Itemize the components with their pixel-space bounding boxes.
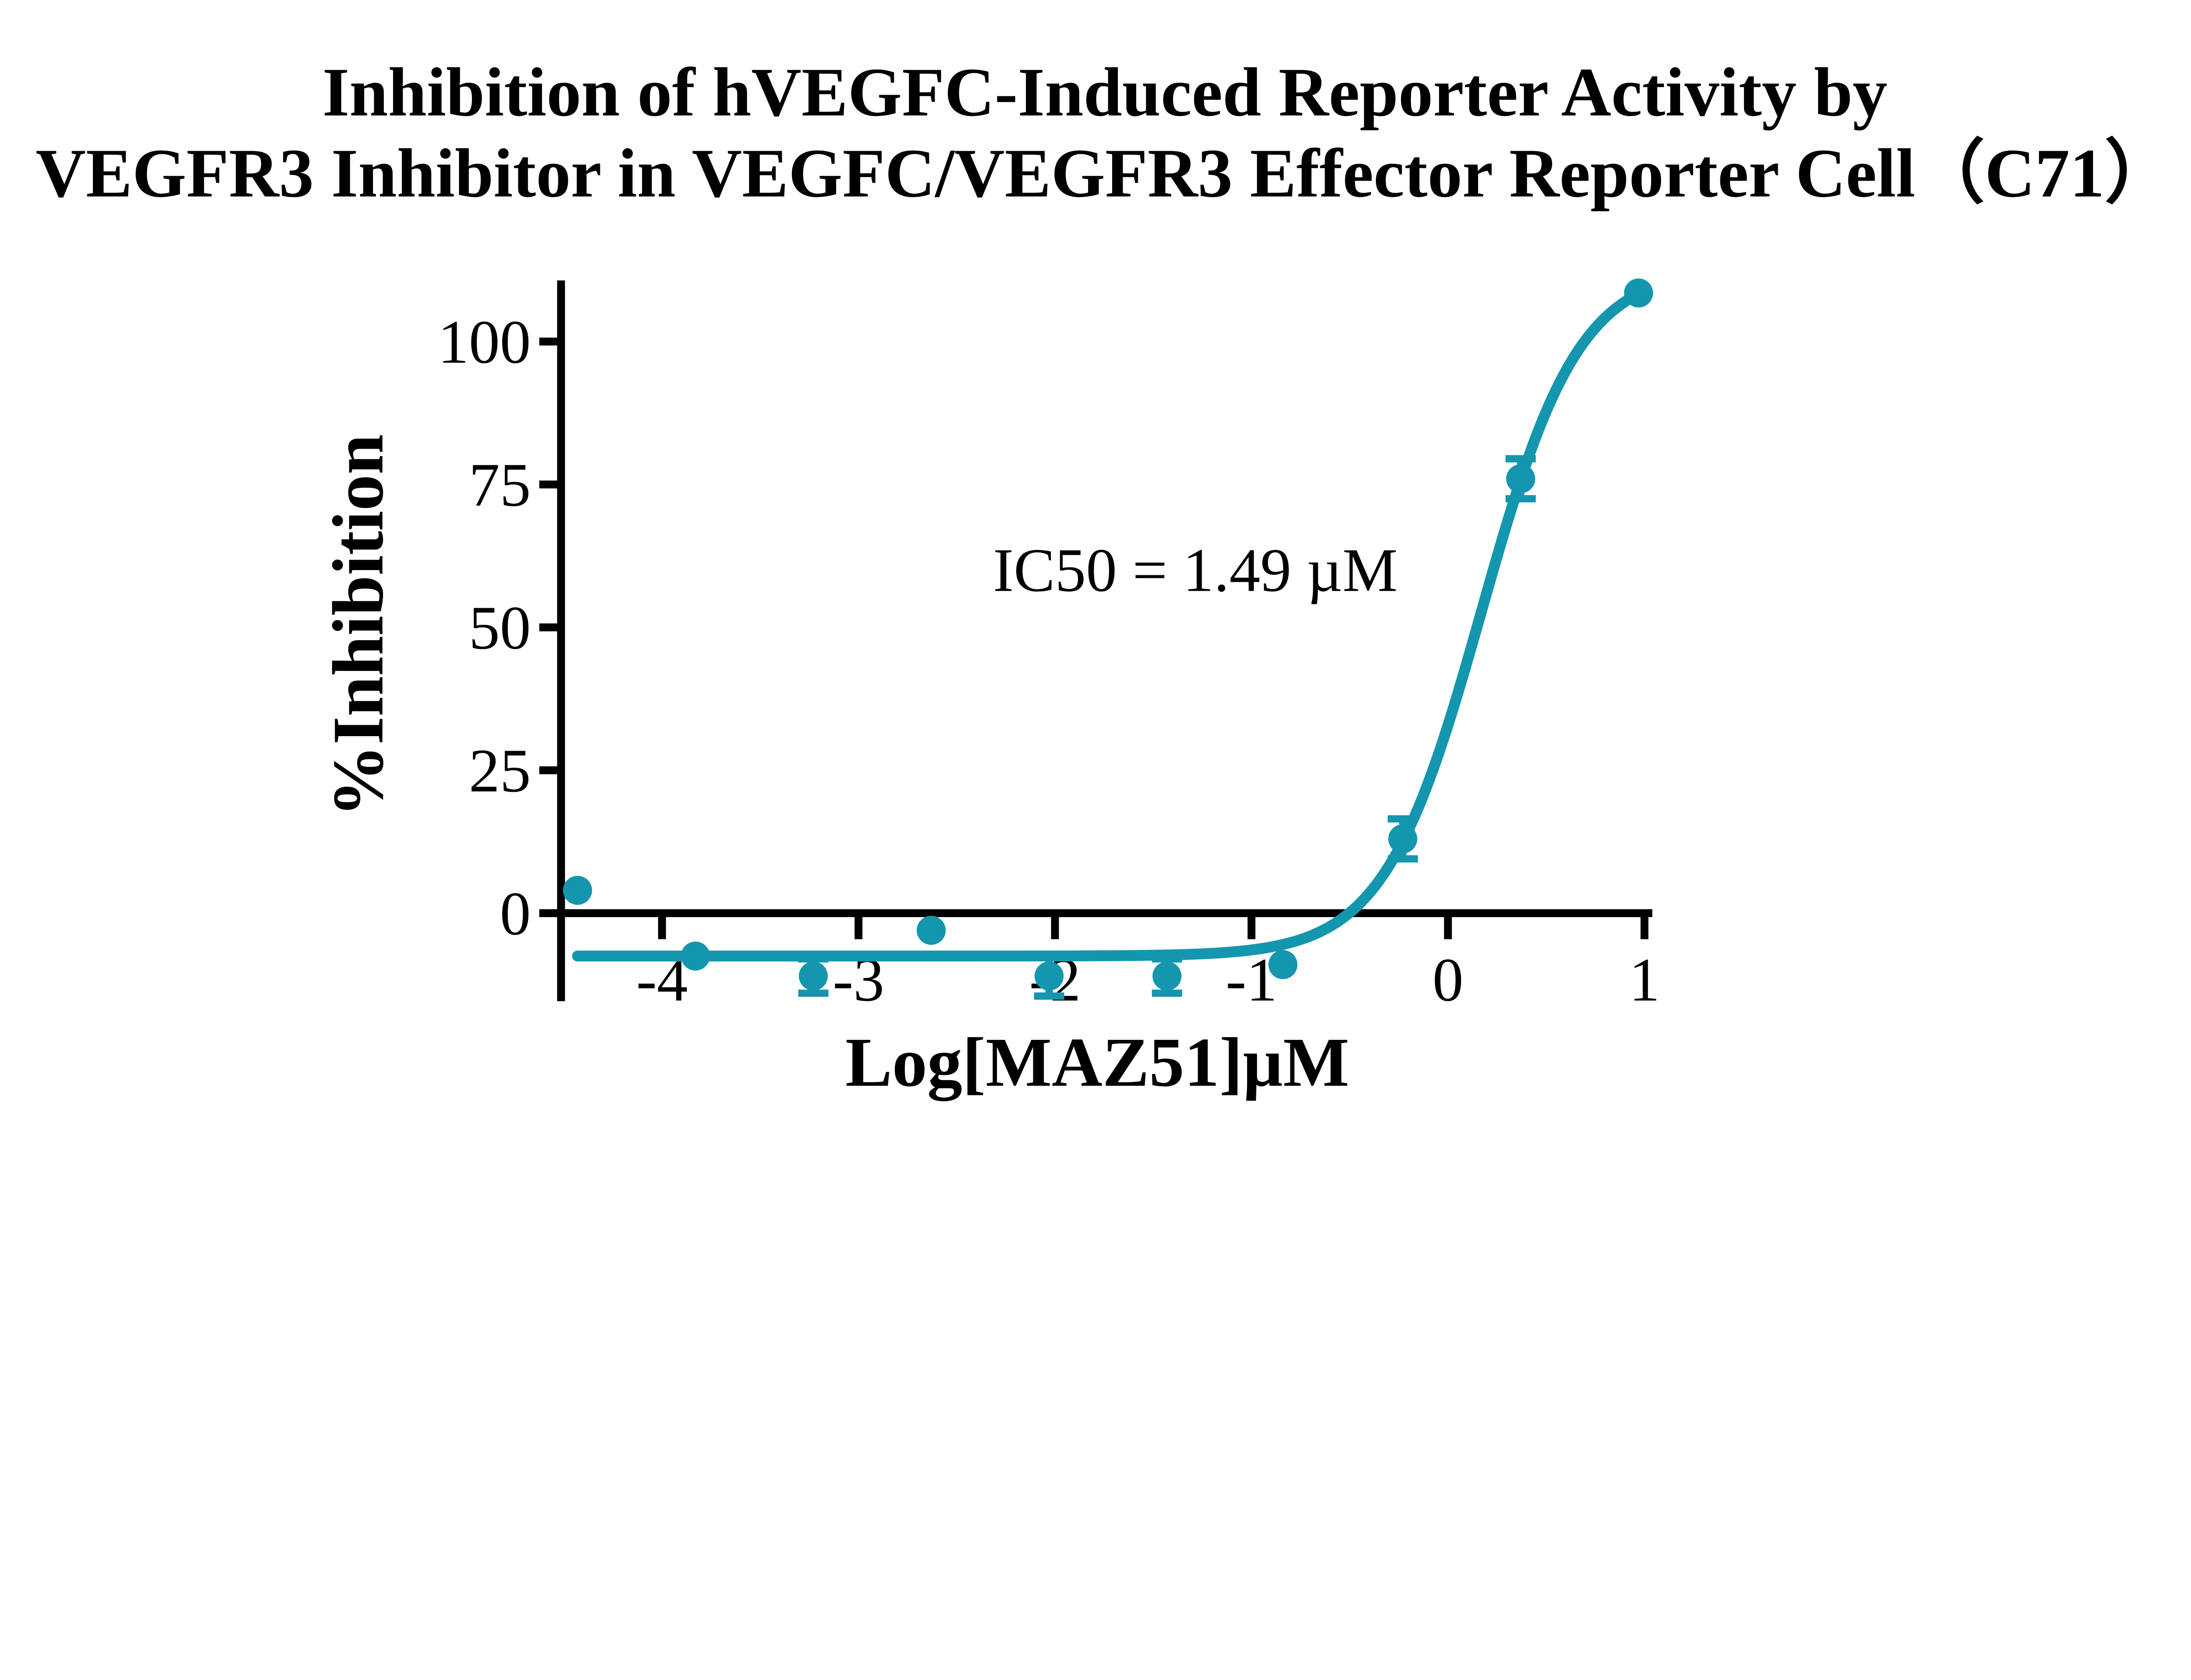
y-tick-label: 100 — [438, 308, 531, 376]
data-point — [1268, 950, 1298, 979]
data-points-group — [563, 278, 1653, 991]
x-tick-label: 1 — [1629, 945, 1660, 1014]
chart-title-line1: Inhibition of hVEGFC-Induced Reporter Ac… — [323, 54, 1888, 131]
dose-response-chart: Inhibition of hVEGFC-Induced Reporter Ac… — [0, 0, 2191, 1159]
data-point — [1034, 961, 1064, 991]
fit-curve — [572, 288, 1644, 962]
y-tick-label: 0 — [500, 879, 531, 948]
chart-title-line2: VEGFR3 Inhibitor in VEGFC/VEGFR3 Effecto… — [35, 135, 2174, 212]
x-axis-title: Log[MAZ51]µM — [845, 1023, 1349, 1102]
data-point — [563, 875, 592, 905]
data-point — [1506, 464, 1535, 493]
fit-curve-group — [572, 288, 1644, 962]
data-point — [1388, 824, 1418, 854]
x-tick-label: 0 — [1432, 945, 1464, 1014]
data-point — [798, 961, 828, 991]
ic50-annotation: IC50 = 1.49 µM — [993, 536, 1397, 605]
data-point — [681, 941, 710, 971]
y-tick-label: 50 — [469, 593, 531, 662]
chart-background — [0, 0, 2191, 1159]
data-point — [1152, 961, 1182, 991]
data-point — [1624, 278, 1653, 308]
y-tick-label: 25 — [469, 736, 531, 805]
data-point — [916, 916, 946, 945]
y-tick-label: 75 — [469, 450, 531, 519]
y-axis-title: %Inhibition — [318, 434, 398, 817]
